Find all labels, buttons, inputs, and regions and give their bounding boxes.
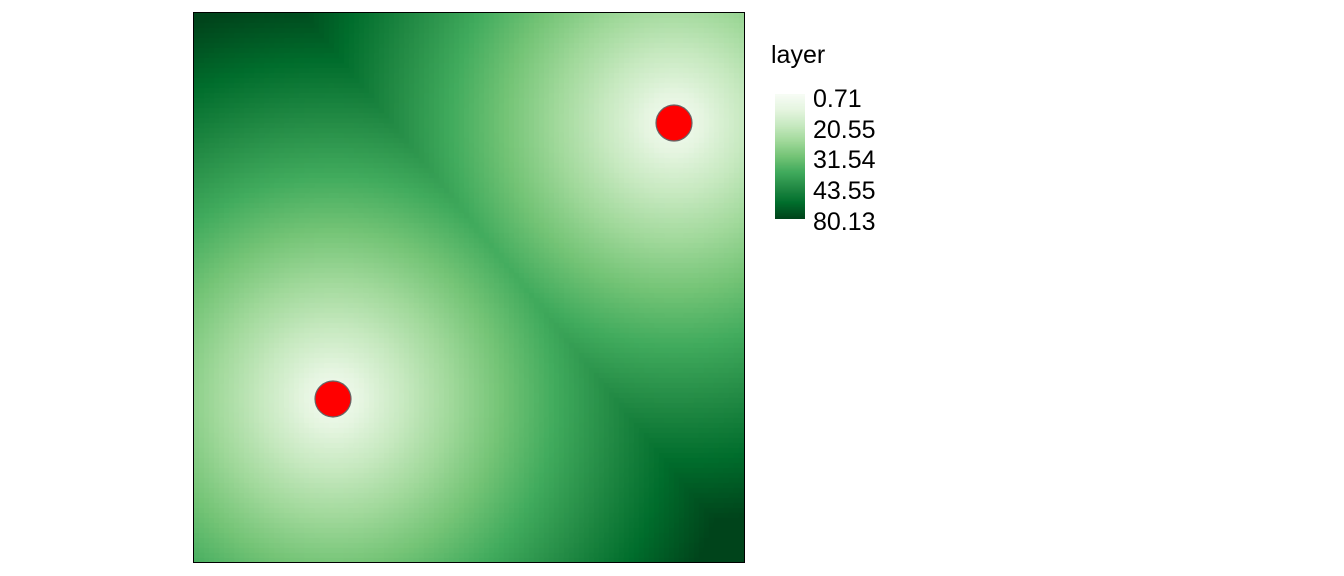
legend-title: layer xyxy=(771,41,826,69)
legend-color-bar xyxy=(775,94,805,219)
legend-label: 0.71 xyxy=(813,85,862,113)
map-panel xyxy=(193,12,745,563)
point-marker xyxy=(655,104,693,142)
distance-raster xyxy=(194,13,744,562)
legend: layer 0.71 20.55 31.54 43.55 80.13 xyxy=(770,38,930,238)
legend-label: 43.55 xyxy=(813,177,876,205)
legend-label: 20.55 xyxy=(813,116,876,144)
points-layer xyxy=(314,104,693,418)
legend-label: 80.13 xyxy=(813,208,876,236)
point-marker xyxy=(314,380,352,418)
legend-label: 31.54 xyxy=(813,146,876,174)
